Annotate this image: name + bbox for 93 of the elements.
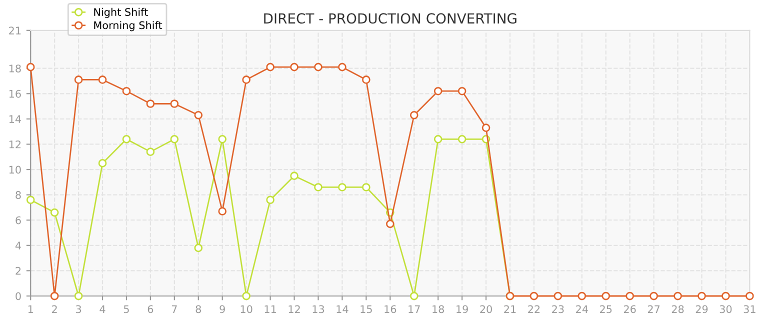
point [722,292,730,300]
x-tick-label: 11 [264,305,276,313]
point [746,292,754,300]
y-tick-label: 16 [9,90,21,98]
point [194,110,203,120]
x-tick-label: 24 [576,305,588,313]
point [338,183,346,192]
point [74,292,83,300]
y-tick-label: 8 [16,191,21,199]
point [314,62,322,72]
x-tick-label: 14 [336,305,348,313]
point [386,220,394,228]
y-tick-label: 18 [9,64,21,72]
x-tick-label: 7 [172,305,177,313]
point [338,62,346,72]
x-tick-label: 6 [148,305,154,314]
point [314,183,322,192]
point [434,86,442,96]
point [218,207,227,216]
point [266,196,274,204]
point [50,292,59,300]
point [170,135,179,144]
x-tick-label: 20 [480,305,492,314]
point [554,292,562,300]
x-tick-label: 16 [384,305,396,314]
point [410,292,418,300]
x-tick-label: 4 [100,305,106,313]
legend-label: Night Shift [94,8,148,18]
point [410,110,418,120]
point [194,244,203,252]
point [458,86,466,96]
x-tick-label: 28 [672,305,684,314]
point [290,62,298,72]
point [50,208,59,217]
point [146,100,155,108]
point [170,100,179,108]
x-tick-label: 19 [456,305,468,314]
point [698,292,706,300]
point [122,135,131,144]
x-tick-label: 2 [52,305,57,313]
x-tick-label: 23 [552,305,564,314]
x-tick-label: 21 [504,305,516,313]
point [626,292,634,300]
x-tick-label: 15 [360,305,372,314]
point [362,183,370,192]
point [26,62,35,72]
x-tick-label: 22 [528,305,540,313]
point [122,86,131,96]
x-tick-label: 9 [220,305,225,314]
x-tick-label: 18 [432,305,444,314]
point [650,292,658,300]
point [98,76,107,84]
x-tick-label: 26 [624,305,636,314]
x-tick-label: 5 [124,305,129,314]
x-tick-label: 17 [408,305,420,313]
y-tick-label: 2 [16,266,21,275]
x-tick-label: 1 [28,305,33,313]
point [266,62,274,72]
point [98,159,107,168]
x-tick-label: 8 [196,305,201,314]
x-tick-label: 12 [288,305,300,313]
point [74,76,83,84]
point [578,292,586,300]
y-tick-label: 21 [9,26,21,34]
x-tick-label: 30 [720,305,732,314]
point [458,135,466,144]
x-tick-label: 3 [76,305,82,314]
y-tick-label: 10 [9,166,21,174]
y-tick-label: 14 [9,115,21,123]
point [674,292,682,300]
point [482,124,490,132]
point [434,135,442,144]
x-tick-label: 29 [696,305,708,314]
point [26,196,35,204]
point [362,76,370,84]
y-tick-label: 4 [15,242,21,250]
x-tick-label: 25 [600,305,612,314]
point [290,172,298,180]
point [218,135,227,144]
chart-title: DIRECT - PRODUCTION CONVERTING [264,13,516,24]
y-tick-label: 12 [9,140,21,148]
y-tick-label: 0 [16,292,21,300]
point [146,148,155,156]
x-tick-label: 13 [312,305,324,314]
point [242,76,250,84]
point [530,292,538,300]
point [242,292,250,300]
x-tick-label: 10 [240,305,252,314]
x-tick-label: 31 [744,305,756,314]
legend-label: Morning Shift [94,21,162,32]
y-tick-label: 6 [16,216,21,224]
x-tick-label: 27 [648,305,660,313]
point [602,292,610,300]
